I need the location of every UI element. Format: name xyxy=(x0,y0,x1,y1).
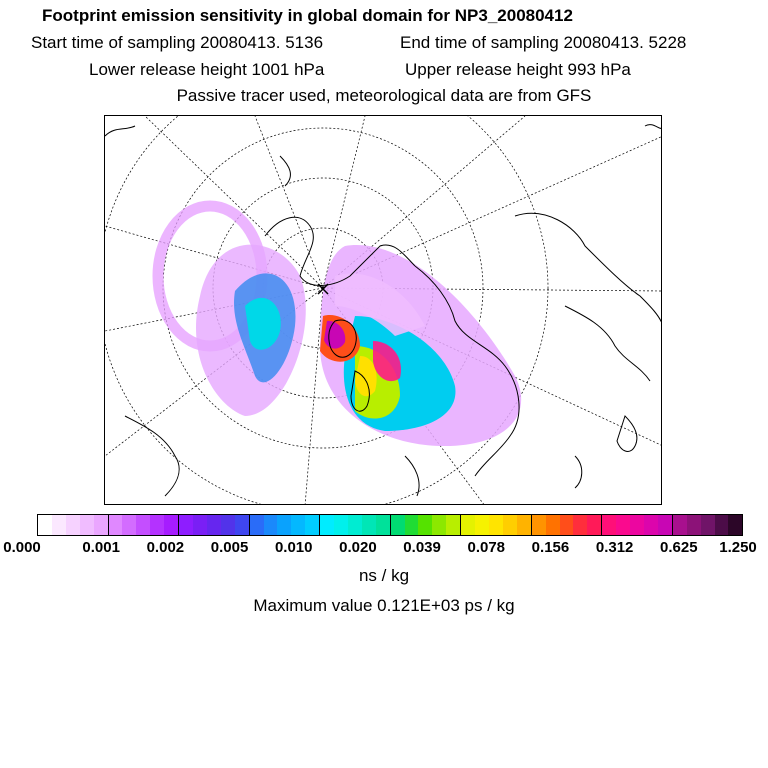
colorbar-cell xyxy=(686,515,701,535)
colorbar-cell xyxy=(361,515,376,535)
colorbar-cell xyxy=(630,515,644,535)
colorbar-cell xyxy=(206,515,221,535)
colorbar-tick-label: 0.312 xyxy=(595,539,634,556)
colorbar-cell xyxy=(489,515,503,535)
colorbar-cell xyxy=(220,515,235,535)
colorbar-cell xyxy=(432,515,447,535)
colorbar-cell xyxy=(79,515,94,535)
colorbar-cell xyxy=(516,515,532,535)
colorbar-cell xyxy=(305,515,321,535)
colorbar-cell xyxy=(164,515,180,535)
colorbar-cell xyxy=(502,515,517,535)
colorbar-cell xyxy=(728,515,743,535)
colorbar-unit-label: ns / kg xyxy=(358,566,410,585)
colorbar-cell xyxy=(51,515,66,535)
colorbar-cell xyxy=(38,515,52,535)
coastlines xyxy=(105,124,661,497)
colorbar-cell xyxy=(277,515,292,535)
colorbar-cell xyxy=(700,515,715,535)
colorbar-cell xyxy=(559,515,574,535)
colorbar-cell xyxy=(234,515,250,535)
colorbar-tick-label: 0.156 xyxy=(531,539,570,556)
colorbar-cell xyxy=(531,515,546,535)
sensitivity-field xyxy=(152,200,522,446)
colorbar-tick-label: 0.002 xyxy=(146,539,185,556)
colorbar-cell xyxy=(573,515,588,535)
colorbar-cell xyxy=(150,515,165,535)
colorbar-tick-label: 0.001 xyxy=(82,539,120,556)
colorbar-cell xyxy=(249,515,264,535)
colorbar-tick-label: 0.625 xyxy=(660,539,698,556)
colorbar-cell xyxy=(404,515,419,535)
colorbar-cell xyxy=(714,515,729,535)
colorbar-cell xyxy=(587,515,603,535)
colorbar-cell xyxy=(320,515,335,535)
colorbar-cell xyxy=(93,515,109,535)
colorbar-cell xyxy=(672,515,687,535)
upper-release-height-label: Upper release height 993 hPa xyxy=(405,60,631,79)
colorbar-tick-label: 0.005 xyxy=(210,539,249,556)
lower-release-height-label: Lower release height 1001 hPa xyxy=(89,60,325,79)
colorbar-cell xyxy=(179,515,193,535)
colorbar-cell xyxy=(657,515,673,535)
colorbar-cell xyxy=(263,515,278,535)
colorbar-tick-label: 1.250 xyxy=(719,539,757,556)
colorbar-tick-label: 0.078 xyxy=(467,539,506,556)
colorbar-cell xyxy=(291,515,306,535)
maximum-value-label: Maximum value 0.121E+03 ps / kg xyxy=(253,596,515,615)
colorbar-cell xyxy=(334,515,348,535)
colorbar-cell xyxy=(418,515,433,535)
tracer-note: Passive tracer used, meteorological data… xyxy=(176,86,592,105)
colorbar-tick-label: 0.020 xyxy=(339,539,377,556)
colorbar-cell xyxy=(545,515,560,535)
colorbar-cell xyxy=(192,515,207,535)
colorbar-cell xyxy=(347,515,362,535)
map-canvas xyxy=(105,116,661,504)
colorbar-tick-label: 0.000 xyxy=(3,539,41,556)
colorbar-tick-label: 0.039 xyxy=(403,539,441,556)
colorbar-tick-label: 0.010 xyxy=(274,539,313,556)
colorbar-cell xyxy=(475,515,489,535)
colorbar-cell xyxy=(616,515,631,535)
colorbar-cell xyxy=(122,515,137,535)
start-time-label: Start time of sampling 20080413. 5136 xyxy=(31,33,324,52)
colorbar-cell xyxy=(65,515,80,535)
colorbar-cell xyxy=(643,515,658,535)
polar-stereographic-map xyxy=(104,115,662,505)
colorbar-cell xyxy=(446,515,462,535)
colorbar-cell xyxy=(375,515,391,535)
colorbar-cell xyxy=(390,515,405,535)
colorbar xyxy=(37,514,743,536)
colorbar-cell xyxy=(108,515,123,535)
map-title: Footprint emission sensitivity in global… xyxy=(42,6,573,25)
end-time-label: End time of sampling 20080413. 5228 xyxy=(400,33,687,52)
receptor-marker xyxy=(317,283,329,295)
colorbar-cell xyxy=(602,515,617,535)
colorbar-cell xyxy=(461,515,476,535)
colorbar-cell xyxy=(136,515,151,535)
